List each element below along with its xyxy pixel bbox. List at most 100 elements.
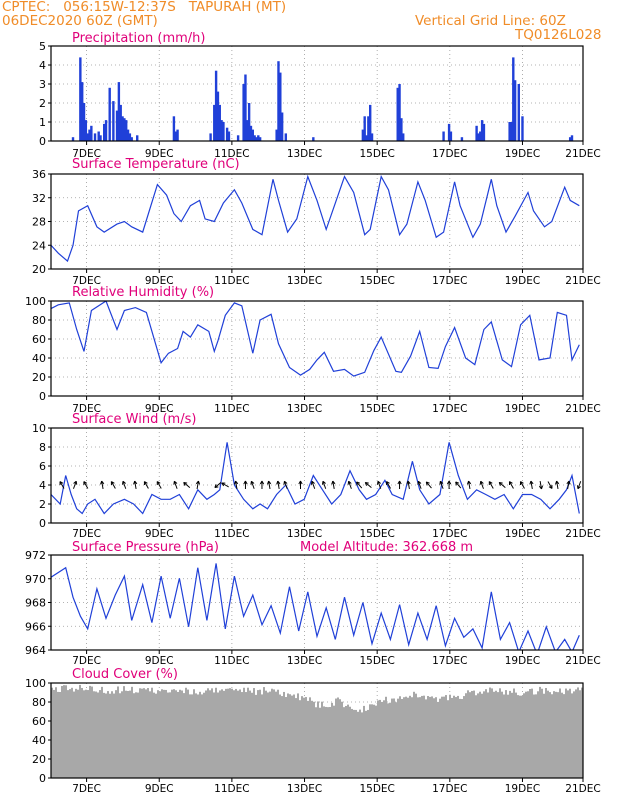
wind-arrow — [538, 480, 544, 490]
ytick-label: 2 — [39, 498, 46, 511]
cloud-column — [483, 691, 485, 778]
cloud-column — [229, 688, 231, 778]
cloud-column — [373, 704, 375, 778]
precip-bar — [97, 131, 100, 141]
xtick-label: 17DEC — [432, 275, 467, 287]
ytick-label: 20 — [32, 753, 46, 766]
wind-arrow — [259, 480, 265, 489]
xtick-label: 15DEC — [359, 783, 394, 795]
cloud-column — [427, 696, 429, 778]
xtick-label: 13DEC — [287, 783, 322, 795]
precip-bar — [125, 120, 128, 141]
cloud-column — [115, 690, 117, 778]
xtick-label: 11DEC — [214, 403, 249, 415]
panel-title: Precipitation (mm/h) — [72, 31, 205, 46]
xtick-label: 17DEC — [432, 655, 467, 667]
cloud-column — [417, 697, 419, 778]
cloud-column — [93, 691, 95, 778]
wind-arrow — [425, 481, 432, 489]
xtick-label: 21DEC — [565, 783, 600, 795]
wind-arrow — [466, 480, 472, 490]
cloud-column — [293, 694, 295, 778]
precip-bar — [117, 82, 121, 141]
cloud-column — [281, 696, 283, 778]
wind-arrow — [121, 480, 127, 489]
cloud-column — [317, 701, 319, 778]
panel-title: Surface Wind (m/s) — [72, 412, 196, 427]
cloud-column — [161, 689, 163, 778]
precip-bar — [126, 129, 130, 141]
panel-title: Cloud Cover (%) — [72, 667, 178, 682]
precip-bar — [128, 133, 132, 141]
cloud-column — [173, 689, 175, 778]
wind-arrow — [283, 480, 288, 489]
cloud-column — [181, 690, 183, 778]
panel-5: 0 20 40 60 80 100 7DEC 9DEC 11DEC 13DEC 15DEC 17DEC… — [25, 667, 601, 795]
ytick-label: 60 — [32, 333, 46, 346]
cloud-column — [559, 688, 561, 778]
precip-bar — [218, 104, 221, 141]
cloud-column — [403, 697, 405, 778]
cloud-column — [485, 689, 487, 778]
model-code-label: TQ0126L028 — [515, 27, 602, 43]
cloud-column — [253, 688, 255, 778]
cloud-column — [481, 693, 483, 778]
precip-bar — [277, 61, 280, 141]
cloud-column — [539, 686, 541, 778]
cloud-column — [529, 688, 531, 778]
precip-bar — [123, 118, 126, 141]
cloud-column — [133, 693, 135, 778]
cloud-column — [257, 690, 259, 778]
cloud-column — [349, 706, 351, 778]
station-label: CPTEC: 056:15W-12:37S TAPURAH (MT) — [2, 0, 287, 15]
cloud-column — [53, 689, 55, 778]
cloud-column — [51, 687, 53, 778]
ytick-label: 28 — [32, 216, 46, 229]
cloud-column — [239, 689, 241, 778]
cloud-column — [175, 690, 177, 778]
wind-arrow — [406, 480, 411, 490]
cloud-column — [111, 691, 113, 778]
precip-bar — [246, 120, 249, 141]
cloud-column — [355, 709, 357, 778]
cloud-column — [97, 692, 99, 778]
xtick-label: 7DEC — [72, 655, 101, 667]
series-4 — [51, 563, 580, 650]
cloud-column — [171, 689, 173, 778]
series-line — [51, 563, 580, 650]
wind-arrow — [59, 481, 65, 489]
cloud-column — [409, 695, 411, 778]
wind-arrow — [276, 480, 281, 490]
xtick-label: 9DEC — [145, 275, 174, 287]
precip-bar — [249, 125, 253, 141]
cloud-column — [379, 699, 381, 778]
cloud-column — [79, 684, 81, 778]
ytick-label: 5 — [39, 40, 46, 53]
ytick-label: 6 — [39, 460, 46, 473]
ytick-label: 40 — [32, 734, 46, 747]
precip-bar — [258, 137, 262, 141]
cloud-column — [569, 688, 571, 778]
cloud-column — [405, 696, 407, 778]
cloud-column — [507, 694, 509, 778]
precip-bar — [80, 82, 84, 141]
cloud-column — [241, 692, 243, 778]
precip-bar — [90, 125, 93, 141]
xtick-label: 7DEC — [72, 528, 101, 540]
wind-arrow — [110, 481, 116, 489]
cloud-column — [71, 687, 73, 778]
precip-bar — [365, 135, 368, 141]
wind-arrow — [555, 480, 560, 490]
xtick-label: 19DEC — [505, 403, 540, 415]
cloud-column — [141, 688, 143, 778]
precip-bar — [513, 80, 517, 141]
xtick-label: 17DEC — [432, 403, 467, 415]
wind-arrow — [133, 480, 138, 490]
series-1 — [51, 174, 580, 263]
wind-arrow — [267, 480, 272, 490]
cloud-column — [389, 702, 391, 778]
cloud-column — [465, 693, 467, 778]
cloud-column — [87, 690, 89, 778]
xtick-label: 17DEC — [432, 528, 467, 540]
precip-bar — [363, 116, 366, 141]
